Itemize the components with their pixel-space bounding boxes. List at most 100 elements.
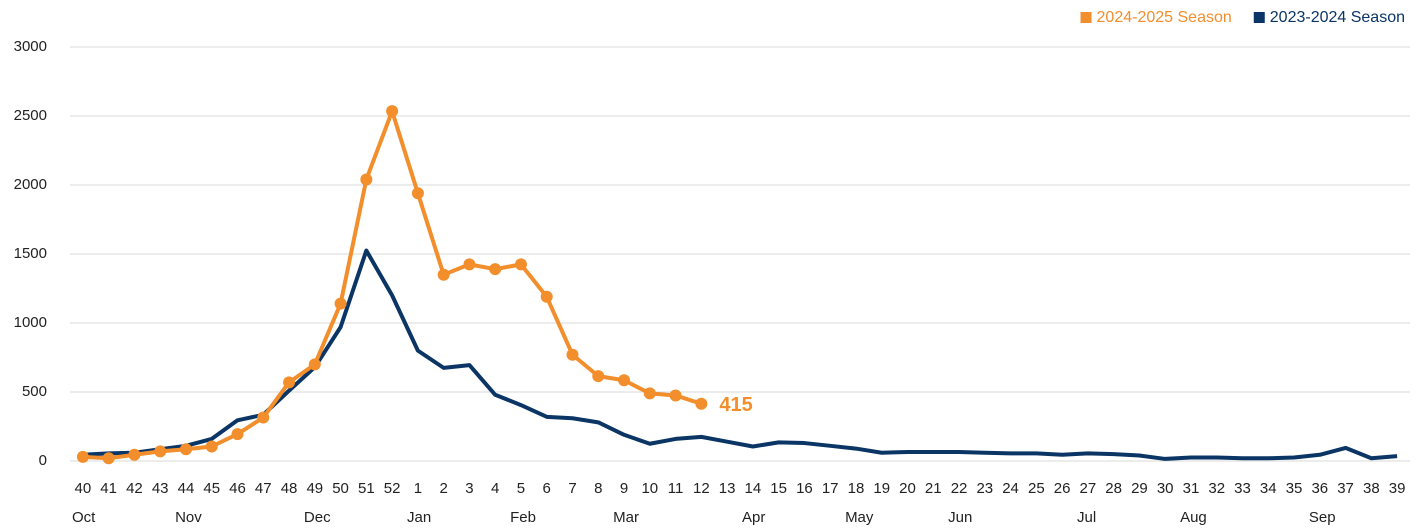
point-marker	[669, 389, 682, 402]
x-tick-label: 24	[1002, 480, 1019, 497]
point-marker	[179, 443, 192, 456]
y-tick-label: 2000	[14, 176, 47, 193]
point-marker	[102, 452, 115, 465]
month-label: May	[845, 509, 874, 526]
month-label: Nov	[175, 509, 202, 526]
x-tick-label: 37	[1337, 480, 1354, 497]
x-tick-label: 4	[491, 480, 499, 497]
legend-swatch	[1253, 12, 1265, 23]
x-tick-label: 46	[229, 480, 246, 497]
point-marker	[128, 448, 141, 461]
series-line	[82, 248, 1398, 461]
point-marker	[283, 376, 296, 389]
x-tick-label: 26	[1054, 480, 1071, 497]
point-marker	[489, 263, 502, 276]
point-marker	[308, 358, 321, 371]
point-marker	[360, 173, 373, 186]
point-marker	[695, 397, 708, 410]
point-marker	[411, 187, 424, 200]
x-tick-label: 42	[126, 480, 143, 497]
x-tick-label: 1	[414, 480, 422, 497]
x-tick-label: 28	[1105, 480, 1122, 497]
x-tick-label: 47	[255, 480, 272, 497]
x-tick-label: 17	[822, 480, 839, 497]
x-tick-label: 38	[1363, 480, 1380, 497]
x-tick-label: 36	[1311, 480, 1328, 497]
x-tick-label: 40	[75, 480, 92, 497]
x-tick-label: 45	[203, 480, 220, 497]
x-tick-label: 50	[332, 480, 349, 497]
x-tick-label: 39	[1389, 480, 1406, 497]
y-tick-label: 1500	[14, 245, 47, 262]
x-tick-label: 25	[1028, 480, 1045, 497]
x-tick-label: 35	[1286, 480, 1303, 497]
point-marker	[514, 258, 527, 271]
x-tick-label: 6	[543, 480, 551, 497]
point-marker	[205, 440, 218, 453]
legend-label: 2023-2024 Season	[1270, 9, 1405, 26]
x-tick-label: 15	[770, 480, 787, 497]
x-tick-label: 52	[384, 480, 401, 497]
month-label: Aug	[1180, 509, 1207, 526]
point-marker	[463, 258, 476, 271]
x-tick-label: 29	[1131, 480, 1148, 497]
month-label: Feb	[510, 509, 536, 526]
x-tick-label: 11	[668, 480, 684, 497]
month-label: Apr	[742, 509, 765, 526]
data-label: 415	[719, 394, 752, 416]
y-tick-label: 3000	[14, 38, 47, 55]
point-marker	[618, 374, 631, 387]
x-tick-label: 41	[100, 480, 117, 497]
x-tick-label: 14	[745, 480, 762, 497]
point-marker	[540, 290, 553, 303]
x-tick-label: 9	[620, 480, 628, 497]
x-tick-label: 7	[568, 480, 576, 497]
legend-swatch	[1080, 12, 1092, 23]
x-tick-label: 43	[152, 480, 169, 497]
x-tick-label: 21	[925, 480, 942, 497]
x-tick-label: 31	[1183, 480, 1200, 497]
point-marker	[437, 268, 450, 281]
point-marker	[566, 348, 579, 361]
x-tick-label: 51	[358, 480, 375, 497]
point-marker	[76, 450, 89, 463]
point-marker	[154, 445, 167, 458]
month-label: Jan	[407, 509, 431, 526]
x-tick-label: 44	[178, 480, 195, 497]
point-marker	[257, 411, 270, 424]
x-tick-label: 10	[641, 480, 658, 497]
point-marker	[643, 387, 656, 400]
x-tick-label: 27	[1080, 480, 1097, 497]
x-tick-label: 32	[1208, 480, 1225, 497]
x-tick-label: 18	[848, 480, 865, 497]
x-tick-label: 20	[899, 480, 916, 497]
y-tick-label: 0	[39, 452, 47, 469]
month-label: Sep	[1309, 509, 1336, 526]
month-label: Dec	[304, 509, 331, 526]
month-label: Jun	[948, 509, 972, 526]
x-tick-label: 19	[873, 480, 890, 497]
x-tick-label: 49	[306, 480, 323, 497]
x-tick-label: 34	[1260, 480, 1277, 497]
x-tick-label: 23	[976, 480, 993, 497]
x-tick-label: 33	[1234, 480, 1251, 497]
month-label: Mar	[613, 509, 639, 526]
x-tick-label: 13	[719, 480, 736, 497]
x-tick-label: 12	[693, 480, 710, 497]
x-tick-label: 8	[594, 480, 602, 497]
series-line	[82, 109, 702, 461]
x-tick-label: 5	[517, 480, 525, 497]
month-label: Jul	[1077, 509, 1096, 526]
y-tick-label: 2500	[14, 107, 47, 124]
y-tick-label: 500	[22, 383, 47, 400]
x-tick-label: 3	[465, 480, 473, 497]
month-label: Oct	[72, 509, 96, 526]
x-tick-label: 48	[281, 480, 298, 497]
point-marker	[231, 428, 244, 441]
legend-label: 2024-2025 Season	[1097, 9, 1232, 26]
x-tick-label: 30	[1157, 480, 1174, 497]
point-marker	[386, 105, 399, 118]
y-tick-label: 1000	[14, 314, 47, 331]
x-tick-label: 16	[796, 480, 813, 497]
point-marker	[592, 370, 605, 383]
